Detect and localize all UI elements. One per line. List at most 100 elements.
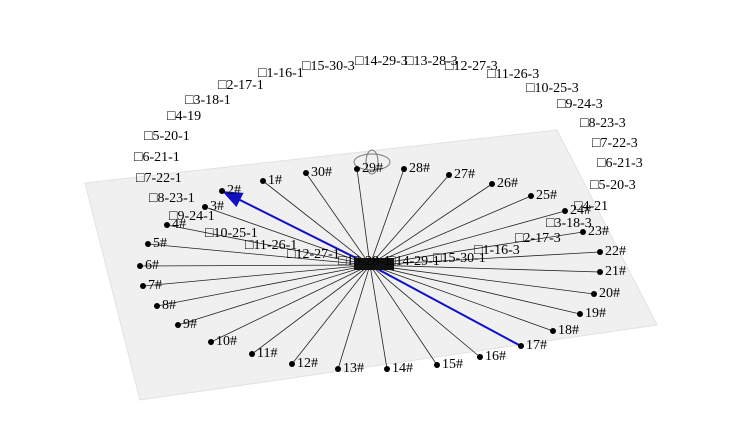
node-label: 23# <box>588 224 609 239</box>
node-dot <box>335 366 341 372</box>
node-label: 27# <box>454 167 475 182</box>
spoke <box>305 172 371 266</box>
spoke <box>262 180 371 266</box>
spoke <box>369 168 405 266</box>
node-dot <box>577 311 583 317</box>
spoke <box>369 183 493 266</box>
node-label: 4# <box>172 217 186 232</box>
node-dot <box>140 283 146 289</box>
node-label: 1# <box>268 173 282 188</box>
node-dot <box>164 222 170 228</box>
outer-label: □12-27-3 <box>445 59 498 74</box>
node-dot <box>303 170 309 176</box>
node-label: 10# <box>216 334 237 349</box>
spoke <box>369 210 566 266</box>
outer-label: □5-20-1 <box>144 129 190 144</box>
spoke <box>369 264 481 358</box>
spoke <box>166 224 371 266</box>
vector-arrow <box>222 191 371 266</box>
outer-label: □5-20-3 <box>590 178 636 193</box>
node-dot <box>384 366 390 372</box>
outer-label: □11-26-3 <box>487 67 539 82</box>
node-dot <box>597 269 603 275</box>
node-label: 6# <box>145 258 159 273</box>
node-label: 8# <box>162 298 176 313</box>
outer-label: □6-21-1 <box>134 150 180 165</box>
outer-label: □10-25-3 <box>526 81 579 96</box>
outer-label: □2-17-1 <box>218 78 264 93</box>
spoke <box>369 264 581 315</box>
node-label: 5# <box>153 236 167 251</box>
spoke <box>369 264 601 273</box>
node-label: 3# <box>210 199 224 214</box>
node-label: 9# <box>183 317 197 332</box>
node-dot <box>154 303 160 309</box>
outer-label: □1-16-3 <box>474 243 520 258</box>
node-label: 19# <box>585 306 606 321</box>
node-dot <box>175 322 181 328</box>
outer-label: □4-19 <box>167 109 201 124</box>
outer-label: □14-29-3 <box>355 54 408 69</box>
node-label: 20# <box>599 286 620 301</box>
spoke <box>356 168 371 266</box>
outer-label: □2-17-3 <box>515 231 561 246</box>
node-label: 22# <box>605 244 626 259</box>
node-dot <box>249 351 255 357</box>
node-label: 30# <box>311 165 332 180</box>
spoke <box>204 206 371 266</box>
outer-label: □6-21-3 <box>597 156 643 171</box>
spoke <box>142 264 371 287</box>
outer-label: □9-24-1 <box>169 209 215 224</box>
spoke <box>369 264 554 332</box>
node-label: 13# <box>343 361 364 376</box>
node-dot <box>477 354 483 360</box>
vector-line <box>369 264 520 346</box>
node-dot <box>145 241 151 247</box>
outer-label: □15-30-1 <box>433 251 486 266</box>
node-dot <box>401 166 407 172</box>
spoke <box>369 264 438 366</box>
outer-label: □13-28-1 <box>338 254 391 269</box>
spoke <box>369 251 601 266</box>
outer-label: □8-23-1 <box>149 191 195 206</box>
spoke <box>369 174 450 266</box>
node-dot <box>591 291 597 297</box>
spoke <box>337 264 371 370</box>
node-dot <box>580 229 586 235</box>
outer-label: □1-16-1 <box>258 66 304 81</box>
node-dot <box>219 188 225 194</box>
outer-label: □13-28-3 <box>405 54 458 69</box>
node-label: 15# <box>442 357 463 372</box>
spoke <box>210 264 371 343</box>
node-label: 17# <box>526 338 547 353</box>
node-dot <box>289 361 295 367</box>
outer-label: □10-25-1 <box>205 226 258 241</box>
gizmo <box>353 149 391 175</box>
node-dot <box>550 328 556 334</box>
outer-label: □12-27-1 <box>287 247 340 262</box>
spoke <box>156 264 371 307</box>
node-dot <box>434 362 440 368</box>
spoke <box>139 264 371 267</box>
node-dot <box>208 339 214 345</box>
outer-label: □7-22-1 <box>136 171 182 186</box>
spokes <box>139 168 601 370</box>
node-dot <box>202 204 208 210</box>
node-label: 7# <box>148 278 162 293</box>
node-dot <box>354 166 360 172</box>
spoke <box>369 264 595 295</box>
spoke <box>251 264 371 355</box>
node-label: 21# <box>605 264 626 279</box>
outer-label: □4-21 <box>574 199 608 214</box>
node-label: 24# <box>570 203 591 218</box>
node-label: 14# <box>392 361 413 376</box>
outer-label: □3-18-1 <box>185 93 231 108</box>
node-dot <box>137 263 143 269</box>
node-label: 25# <box>536 188 557 203</box>
outer-label: □8-23-3 <box>580 116 626 131</box>
node-label: 18# <box>558 323 579 338</box>
spoke <box>369 231 584 266</box>
labels: 1# 2#3# 4# 5# 6# 7#8# 9# 10# 11# 12# 13# 14# 15# 16# 1… <box>134 54 643 376</box>
outer-label: □14-29-1 <box>387 254 440 269</box>
node-label: 12# <box>297 356 318 371</box>
